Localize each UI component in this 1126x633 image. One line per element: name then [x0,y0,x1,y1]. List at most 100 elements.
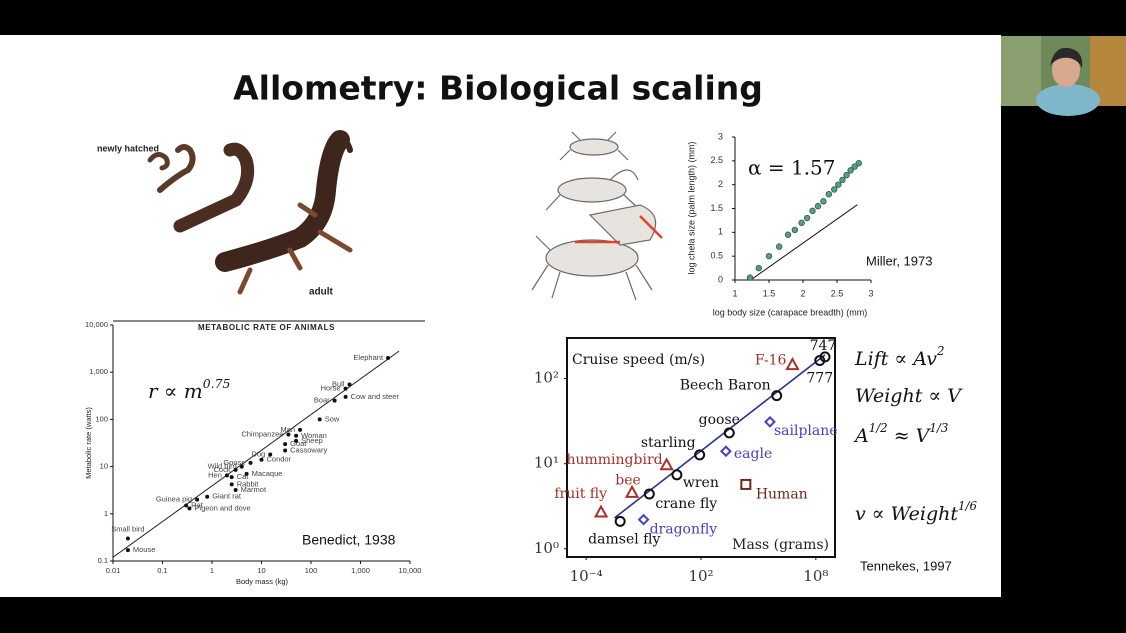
y-tick-label: 2.5 [710,155,723,165]
point [839,176,846,184]
point-label: Bull [332,379,345,388]
point [343,386,348,391]
crab-large-legs [531,235,653,301]
equation-text: A [853,425,869,447]
point [239,464,244,469]
point-label: Beech Baron [680,378,771,394]
point-label: Cow and steer [351,392,400,401]
point-label: Sow [325,414,340,423]
point [746,274,754,281]
point [248,460,253,465]
fit-line [751,204,858,280]
point [719,445,732,458]
x-tick-label: 10 [257,566,265,575]
salamander-young [157,144,196,193]
point-label: Marmot [241,485,267,494]
point [233,487,238,492]
y-tick-label: 1.5 [710,203,723,213]
equation-text: r ∝ m [148,379,203,403]
point [814,202,822,210]
point [851,163,858,170]
point [835,181,842,188]
x-tick-label: 1,000 [351,566,370,575]
point-label: Man [280,425,295,434]
point-label: starling [641,435,696,451]
point-label: Macaque [252,469,283,478]
crab-illustration [531,131,657,301]
equation: r ∝ m0.75 [148,376,230,403]
point [803,214,811,222]
chart-title: METABOLIC RATE OF ANIMALS [198,323,335,332]
point-label: Boar [314,396,330,405]
webcam-trees [1001,36,1041,106]
equation-superscript: 1/2 [869,421,888,435]
point [244,471,249,476]
annotation: Benedict, 1938 [302,532,396,548]
point [614,515,626,527]
equation: Lift ∝ Av2 [854,344,944,370]
x-axis-label: Body mass (kg) [236,577,289,586]
point-label: sailplane [774,423,838,439]
point [298,427,303,432]
equation: v ∝ Weight1/6 [855,499,977,525]
y-tick-label: 0.1 [98,556,108,565]
x-tick-label: 10⁸ [803,567,828,585]
point-label: 747 [810,338,837,354]
point [259,457,264,462]
point [847,167,854,174]
x-axis-label: log body size (carapace breadth) (mm) [713,307,868,317]
point-label: Human [756,486,808,502]
point-label: Giant rat [212,492,242,501]
point-label: damsel fly [588,531,660,547]
y-tick-label: 10² [534,369,559,387]
y-tick-label: 2 [718,179,723,189]
x-tick-label: 1.5 [763,288,776,298]
point-label: Dog [251,450,265,459]
point [268,452,273,457]
point-label: Chimpanzee [241,429,283,438]
salamander-label: adult [309,287,334,298]
equation: Weight ∝ V [855,385,963,407]
salamander-mid [173,142,255,233]
point [224,473,229,478]
webcam [1001,36,1126,116]
webcam-face [1052,53,1080,87]
equation-text: v ∝ Weight [855,503,958,525]
fit-line [613,354,826,519]
x-axis-label: Mass (grams) [732,537,829,553]
fit-line [112,350,400,558]
salamander-small [147,152,170,171]
salamander-label: newly hatched [97,143,159,153]
point-label: Condor [267,455,292,464]
point [332,398,337,403]
point [755,264,762,272]
x-tick-label: 1 [210,566,214,575]
point-label: Mouse [133,545,156,554]
y-tick-label: 10 [100,462,108,471]
y-tick-label: 1,000 [89,367,108,376]
point [798,219,805,226]
point [831,186,838,193]
point [637,513,650,526]
slide-title: Allometry: Biological scaling [233,69,763,108]
y-tick-label: 0 [718,274,723,284]
point [855,160,862,167]
y-tick-label: 1 [718,227,723,237]
point [233,467,238,472]
point-label: eagle [734,446,772,462]
point-label: Cock [214,465,231,474]
point [347,382,352,387]
point [740,478,752,490]
point-label: Guinea pig [156,495,192,504]
point-label: wren [683,475,719,491]
equation-text: ≈ V [888,425,932,447]
crab-measure [639,215,663,239]
point [386,355,391,360]
webcam-shirt [1036,84,1100,116]
point [624,484,640,498]
point [809,207,816,215]
x-tick-label: 0.01 [106,566,121,575]
point-label: Goose [223,458,245,467]
